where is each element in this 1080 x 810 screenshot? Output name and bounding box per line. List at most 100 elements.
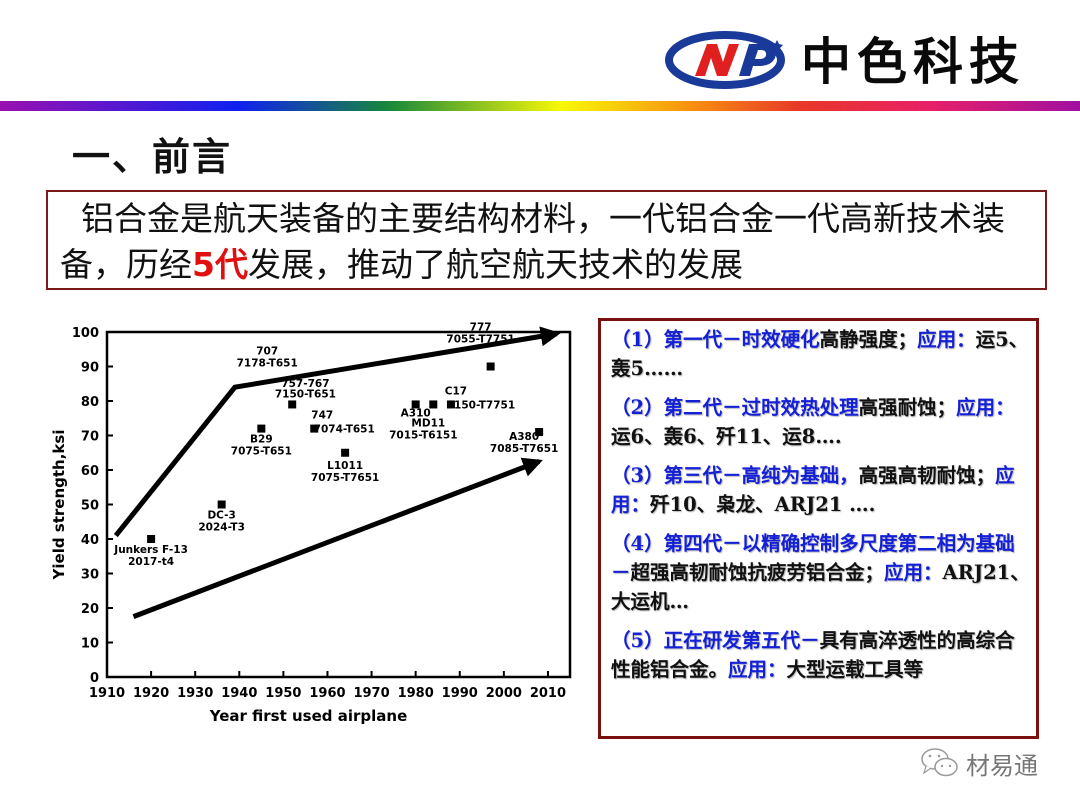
y-tick-label: 10 [81, 637, 99, 652]
x-tick-label: 1940 [221, 686, 257, 701]
x-tick-label: 2010 [530, 686, 566, 701]
y-tick-label: 70 [81, 430, 99, 445]
y-tick-label: 30 [81, 568, 99, 583]
generation-label: （4）第四代－以精确控制多尺度第二相为基础－ [611, 532, 1015, 584]
y-tick-label: 0 [90, 671, 99, 686]
x-tick-label: 1970 [353, 686, 389, 701]
application-list: 大型运载工具等 [786, 658, 924, 681]
data-point [411, 400, 420, 409]
generation-desc: 高强耐蚀； [858, 396, 957, 419]
company-logo: 中色科技 [665, 30, 1065, 92]
watermark: 材易通 [920, 745, 1038, 781]
application-list: 运5、轰5…… [611, 328, 1029, 380]
y-tick-label: 80 [81, 395, 99, 410]
point-label: A310 [401, 407, 431, 419]
generation-item: （2）第二代－过时效热处理高强耐蚀；应用： 运6、轰6、歼11、运8…. [611, 393, 1030, 451]
generation-item: （3）第三代－高纯为基础，高强高韧耐蚀；应用：歼10、枭龙、ARJ21 …. [611, 461, 1030, 519]
data-point [310, 424, 319, 433]
trend-arrow [113, 326, 561, 538]
data-point [147, 535, 156, 543]
alloy-label: 7074-T651 [314, 424, 375, 436]
x-tick-label: 1980 [398, 686, 434, 701]
x-tick-label: 1960 [309, 686, 345, 701]
x-tick-label: 1910 [89, 686, 125, 701]
application-label: 应用： [956, 396, 1015, 419]
application-label: 应用： [884, 561, 943, 584]
data-point [535, 428, 544, 437]
generation-label: （2）第二代－过时效热处理 [611, 396, 859, 419]
data-point [217, 500, 226, 509]
data-point [288, 400, 297, 409]
point-label: 707 [256, 345, 278, 357]
point-label: 777 [470, 322, 492, 334]
generation-desc: 高静强度； [819, 328, 918, 351]
logo-text: 中色科技 [801, 33, 1025, 91]
y-tick-label: 20 [81, 602, 99, 617]
plot-frame [105, 330, 572, 679]
alloy-label: 7055-T7751 [446, 334, 514, 346]
generation-desc: 超强高韧耐蚀抗疲劳铝合金； [630, 561, 885, 584]
point-label: C17 [445, 385, 467, 397]
alloy-label: 7150-T7751 [447, 399, 515, 411]
alloy-label: 2017-t4 [128, 556, 174, 568]
application-label: 应用： [917, 328, 976, 351]
point-label: DC-3 [207, 510, 235, 522]
data-point [257, 424, 266, 433]
generation-desc: 高强高韧耐蚀； [858, 464, 996, 487]
yield-strength-chart: 0 10 20 30 40 50 60 70 80 90 100 1910 1920 1930 1940 19… [50, 322, 572, 725]
point-label: 747 [311, 410, 333, 422]
intro-text: 铝合金是航天装备的主要结构材料，一代铝合金一代高新技术装备，历经 [60, 199, 1005, 284]
generation-item: （4）第四代－以精确控制多尺度第二相为基础－超强高韧耐蚀抗疲劳铝合金；应用：AR… [611, 529, 1030, 616]
wechat-icon [921, 748, 958, 777]
y-tick-label: 40 [81, 533, 99, 548]
x-axis-label: Year first used airplane [209, 707, 408, 725]
application-list: ARJ21、大运机… [611, 561, 1030, 613]
trend-arrow [132, 457, 543, 619]
intro-highlight: 5代 [192, 245, 248, 284]
y-tick-label: 90 [81, 361, 99, 376]
np-logo-icon [665, 31, 785, 89]
rainbow-divider [0, 101, 1080, 111]
alloy-label: 7075-T7651 [311, 472, 379, 484]
alloy-label: 7085-T7651 [490, 443, 558, 455]
watermark-text: 材易通 [966, 751, 1038, 780]
point-label: A380 [509, 431, 539, 443]
point-label: MD11 [411, 417, 445, 429]
alloy-label: 2024-T3 [198, 522, 245, 534]
intro-box: 铝合金是航天装备的主要结构材料，一代铝合金一代高新技术装备，历经5代发展，推动了… [46, 190, 1047, 290]
y-axis-label: Yield strength,ksi [50, 430, 68, 581]
generation-item: （1）第一代－时效硬化高静强度；应用：运5、轰5…… [611, 325, 1030, 383]
data-point [446, 400, 455, 409]
generation-label: （5）正在研发第五代－ [611, 629, 820, 652]
generation-label: （1）第一代－时效硬化 [611, 328, 820, 351]
data-point [486, 362, 495, 371]
y-tick-label: 60 [81, 464, 99, 479]
annotation-label: 757-767 [281, 378, 329, 390]
alloy-label: 7075-T651 [231, 446, 292, 458]
x-tick-label: 1950 [265, 686, 301, 701]
page-title: 一、前言 [72, 134, 233, 179]
intro-text-end: 发展，推动了航空航天技术的发展 [247, 245, 743, 284]
generation-desc: 具有高淬透性的高综合性能铝合金。 [611, 629, 1015, 681]
x-tick-label: 2000 [486, 686, 522, 701]
alloy-label: 7178-T651 [237, 357, 298, 369]
point-label: B29 [250, 434, 273, 446]
alloy-label: 7015-T6151 [389, 429, 457, 441]
generations-box: （1）第一代－时效硬化高静强度；应用：运5、轰5…… （2）第二代－过时效热处理高… [598, 318, 1039, 739]
x-tick-label: 1990 [442, 686, 478, 701]
application-label: 应用： [728, 658, 787, 681]
application-label: 应用： [611, 464, 1015, 516]
data-point [341, 448, 350, 457]
point-label: L1011 [327, 460, 363, 472]
application-list: 运6、轰6、歼11、运8…. [611, 425, 842, 448]
application-list: 歼10、枭龙、ARJ21 …. [650, 493, 876, 516]
y-tick-label: 100 [72, 326, 99, 341]
y-tick-label: 50 [81, 499, 99, 514]
point-label: Junkers F-13 [113, 544, 188, 556]
generation-item: （5）正在研发第五代－具有高淬透性的高综合性能铝合金。应用：大型运载工具等 [611, 626, 1030, 684]
annotation-label: 7150-T651 [275, 389, 336, 401]
data-point [429, 400, 438, 409]
generation-label: （3）第三代－高纯为基础， [611, 464, 859, 487]
x-tick-label: 1920 [133, 686, 169, 701]
x-tick-label: 1930 [177, 686, 213, 701]
